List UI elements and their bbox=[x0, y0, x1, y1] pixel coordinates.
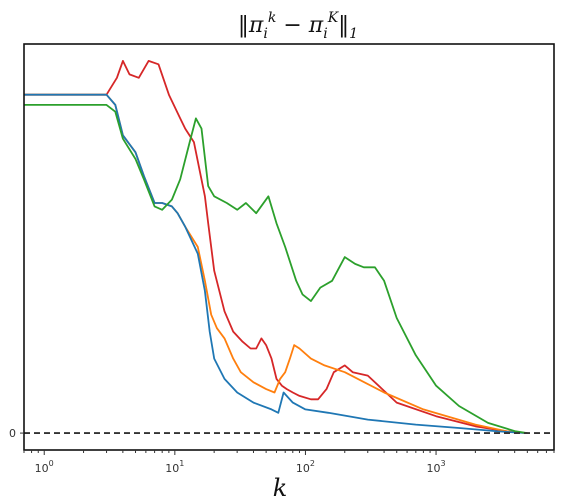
x-tick-label: 103 bbox=[427, 459, 446, 475]
x-tick-label: 100 bbox=[35, 459, 54, 475]
x-tick-label: 101 bbox=[165, 459, 184, 475]
chart-title: ‖πik − πiK‖1 bbox=[238, 10, 358, 42]
series-line-4 bbox=[24, 104, 528, 434]
x-tick-label: 102 bbox=[296, 459, 315, 475]
x-axis-label: k bbox=[273, 474, 288, 502]
y-axis: 0 bbox=[9, 427, 24, 440]
series-line-1 bbox=[24, 60, 528, 434]
y-tick-label: 0 bbox=[9, 427, 16, 440]
plot-area bbox=[24, 60, 554, 434]
series-line-3 bbox=[24, 93, 528, 434]
series-line-2 bbox=[24, 93, 528, 434]
plot-frame bbox=[23, 43, 555, 451]
x-axis: 100 101 102 103 bbox=[23, 450, 555, 475]
